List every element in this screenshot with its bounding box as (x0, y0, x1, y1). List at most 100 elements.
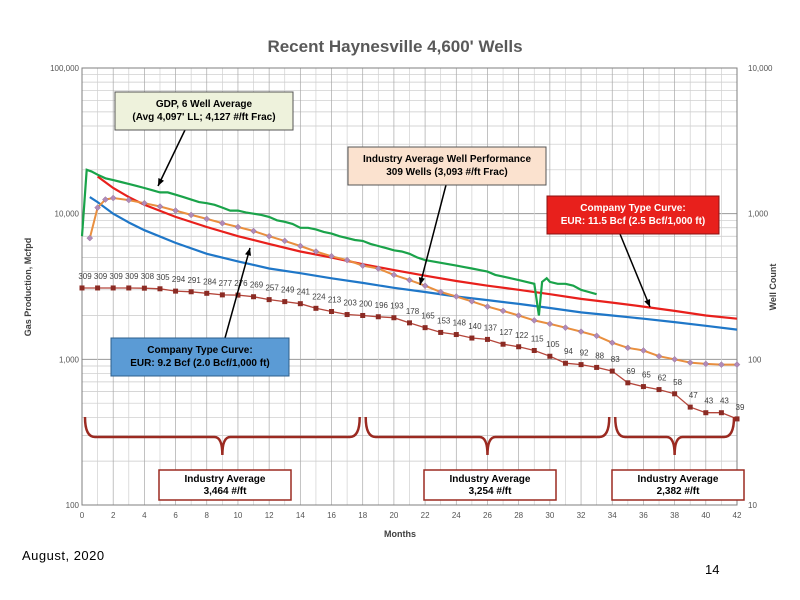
industry-average-marker (593, 332, 600, 340)
frac-group-label: Industry Average (638, 474, 719, 485)
industry-average-marker (281, 237, 289, 245)
frac-group-label: Industry Average (450, 474, 531, 485)
gdp-callout-box (114, 91, 294, 131)
industry-average-marker (562, 324, 569, 331)
well-count-marker (173, 288, 179, 294)
industry-average-marker (515, 312, 522, 319)
type-curve-11-5-callout-text: EUR: 11.5 Bcf (2.5 Bcf/1,000 ft) (561, 216, 706, 227)
industry-average-marker (390, 271, 398, 279)
industry-callout-arrowhead (418, 277, 425, 285)
well-count-marker (703, 410, 709, 416)
well-count-marker (391, 315, 397, 321)
well-count-marker (110, 285, 116, 291)
well-count-marker (375, 314, 381, 320)
y-right-tick-label: 1,000 (748, 210, 769, 219)
x-tick-label: 22 (421, 511, 430, 520)
type-curve-9-2-callout-arrowhead (245, 248, 252, 256)
well-count-data-label: 43 (720, 397, 729, 406)
well-count-data-label: 39 (736, 403, 745, 412)
well-count-marker (157, 286, 163, 292)
well-count-labels: 309 309 309 309 308 305 294 291 284 277 276 269 257 2… (78, 272, 745, 412)
well-count-marker (547, 353, 553, 359)
well-count-data-label: 94 (564, 347, 573, 356)
well-count-data-label: 200 (359, 299, 373, 308)
well-count-data-label: 115 (531, 334, 544, 343)
well-count-marker (484, 336, 490, 342)
x-tick-label: 40 (701, 511, 710, 520)
type-curve-11-5-line (96, 175, 738, 320)
industry-average-marker (640, 347, 647, 354)
industry-average-marker (655, 352, 663, 360)
industry-average-marker (453, 293, 460, 300)
well-count-marker (188, 289, 194, 295)
well-count-marker (360, 312, 366, 318)
industry-average-marker (718, 361, 725, 368)
industry-average-marker (484, 303, 491, 310)
well-count-data-label: 309 (94, 272, 108, 281)
industry-average-marker (234, 223, 242, 231)
gdp-callout-text: GDP, 6 Well Average (156, 99, 253, 110)
x-tick-label: 28 (514, 511, 523, 520)
frac-group-brace (364, 416, 611, 456)
series-callouts: GDP, 6 Well Average (Avg 4,097' LL; 4,127… (110, 91, 720, 377)
industry-average-marker (265, 232, 273, 240)
type-curve-9-2-callout-text: EUR: 9.2 Bcf (2.0 Bcf/1,000 ft) (130, 358, 270, 369)
industry-average-marker (421, 282, 429, 290)
y-left-axis-label: Gas Production, Mcfpd (23, 238, 33, 337)
well-count-data-label: 241 (297, 288, 311, 297)
well-count-marker (640, 384, 646, 390)
gdp-callout-arrowhead (158, 178, 165, 186)
well-count-marker (594, 364, 600, 370)
x-axis-label: Months (384, 529, 416, 539)
industry-average-marker (203, 215, 211, 223)
industry-average-marker (577, 328, 585, 335)
type-curve-9-2-callout-leader (224, 247, 251, 339)
well-count-data-label: 62 (658, 374, 667, 383)
well-count-marker (453, 332, 459, 338)
y-right-tick-label: 10 (748, 501, 757, 510)
well-count-data-label: 257 (265, 284, 279, 293)
well-count-marker (79, 285, 85, 291)
frac-group-box (611, 469, 745, 501)
well-count-data-label: 122 (515, 331, 529, 340)
industry-average-marker (437, 288, 444, 296)
x-tick-label: 26 (483, 511, 492, 520)
well-count-marker (313, 305, 319, 311)
well-count-data-label: 309 (125, 272, 139, 281)
frac-group-label: 3,464 #/ft (204, 486, 247, 497)
well-count-data-label: 291 (187, 276, 201, 285)
well-count-marker (126, 285, 132, 291)
well-count-marker (687, 404, 693, 410)
well-count-marker (734, 416, 740, 422)
well-count-marker (718, 410, 724, 416)
well-count-data-label: 284 (203, 277, 217, 286)
type-curve-11-5-callout-leader (619, 233, 651, 308)
frac-group-label: Industry Average (185, 474, 266, 485)
industry-average-marker (86, 234, 94, 242)
x-tick-label: 24 (452, 511, 461, 520)
gdp-callout-text: (Avg 4,097' LL; 4,127 #/ft Frac) (132, 112, 275, 123)
well-count-marker (578, 362, 584, 368)
well-count-data-label: 294 (172, 275, 186, 284)
well-count-data-label: 105 (546, 340, 560, 349)
industry-callout-leader (419, 184, 447, 286)
industry-average-marker (530, 317, 538, 324)
well-count-marker (204, 290, 210, 296)
well-count-data-label: 43 (704, 397, 713, 406)
industry-average-marker (375, 265, 382, 272)
well-count-marker (282, 299, 288, 305)
footer-date: August, 2020 (22, 548, 105, 563)
industry-average-marker (219, 219, 226, 227)
well-count-data-label: 203 (343, 299, 357, 308)
well-count-data-label: 127 (499, 328, 513, 337)
type-curve-9-2-callout-text: Company Type Curve: (147, 345, 252, 356)
x-tick-label: 4 (142, 511, 147, 520)
x-tick-label: 32 (577, 511, 586, 520)
type-curve-9-2-callout-box (110, 337, 290, 377)
well-count-marker (329, 308, 335, 314)
industry-average-marker (94, 204, 101, 211)
well-count-data-label: 92 (580, 349, 589, 358)
x-tick-label: 30 (545, 511, 554, 520)
industry-average-marker (125, 196, 133, 204)
